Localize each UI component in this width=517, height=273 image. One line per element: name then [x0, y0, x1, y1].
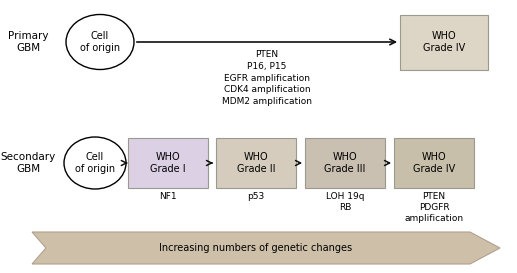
FancyBboxPatch shape [305, 138, 385, 188]
Text: p53: p53 [247, 192, 265, 201]
FancyBboxPatch shape [394, 138, 474, 188]
Text: Cell
of origin: Cell of origin [80, 31, 120, 53]
Text: WHO
Grade III: WHO Grade III [324, 152, 366, 174]
Text: WHO
Grade IV: WHO Grade IV [423, 31, 465, 53]
FancyBboxPatch shape [216, 138, 296, 188]
Text: Secondary
GBM: Secondary GBM [1, 152, 56, 174]
Polygon shape [32, 232, 500, 264]
Text: PTEN
PDGFR
amplification: PTEN PDGFR amplification [404, 192, 464, 223]
Text: NF1: NF1 [159, 192, 177, 201]
Text: WHO
Grade I: WHO Grade I [150, 152, 186, 174]
Text: LOH 19q
RB: LOH 19q RB [326, 192, 364, 212]
Text: Primary
GBM: Primary GBM [8, 31, 48, 53]
Text: WHO
Grade IV: WHO Grade IV [413, 152, 455, 174]
Text: WHO
Grade II: WHO Grade II [237, 152, 275, 174]
Text: Cell
of origin: Cell of origin [75, 152, 115, 174]
Text: PTEN
P16, P15
EGFR amplification
CDK4 amplification
MDM2 amplification: PTEN P16, P15 EGFR amplification CDK4 am… [222, 50, 312, 106]
Text: Increasing numbers of genetic changes: Increasing numbers of genetic changes [159, 243, 353, 253]
Ellipse shape [64, 137, 126, 189]
FancyBboxPatch shape [128, 138, 208, 188]
FancyBboxPatch shape [400, 14, 488, 70]
Ellipse shape [66, 14, 134, 70]
